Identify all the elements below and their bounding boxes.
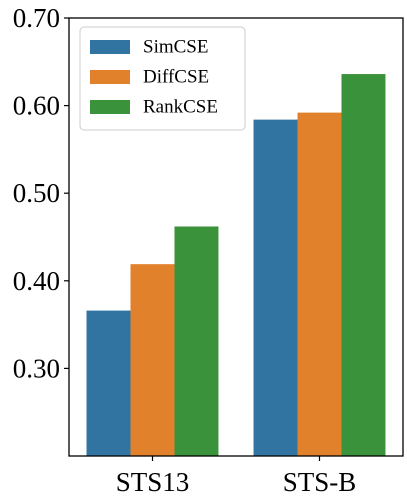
y-tick-label: 0.60 xyxy=(13,91,60,121)
y-tick-label: 0.70 xyxy=(13,3,60,33)
legend-label-diffcse: DiffCSE xyxy=(143,67,209,88)
y-tick-label: 0.50 xyxy=(13,178,60,208)
bar-rankcse-sts-b xyxy=(341,74,386,456)
bar-rankcse-sts13 xyxy=(174,226,219,456)
x-tick-label: STS13 xyxy=(116,467,190,497)
bar-diffcse-sts13 xyxy=(130,264,175,456)
bar-diffcse-sts-b xyxy=(297,112,342,457)
bar-simcse-sts13 xyxy=(86,310,131,456)
legend-swatch-simcse xyxy=(90,40,130,54)
y-tick-label: 0.30 xyxy=(13,353,60,383)
bars-layer xyxy=(86,74,386,457)
y-tick-label: 0.40 xyxy=(13,266,60,296)
axes-frame xyxy=(68,17,404,457)
x-tick-label: STS-B xyxy=(283,467,357,497)
legend-swatch-rankcse xyxy=(90,100,130,114)
axes-layer: 0.30 0.40 0.50 0.60 0.70 STS13 STS-B xyxy=(13,3,404,497)
legend-label-simcse: SimCSE xyxy=(143,37,208,58)
legend-label-rankcse: RankCSE xyxy=(143,97,218,118)
legend-swatch-diffcse xyxy=(90,70,130,84)
legend: SimCSE DiffCSE RankCSE xyxy=(79,26,246,131)
bar-simcse-sts-b xyxy=(253,119,298,457)
